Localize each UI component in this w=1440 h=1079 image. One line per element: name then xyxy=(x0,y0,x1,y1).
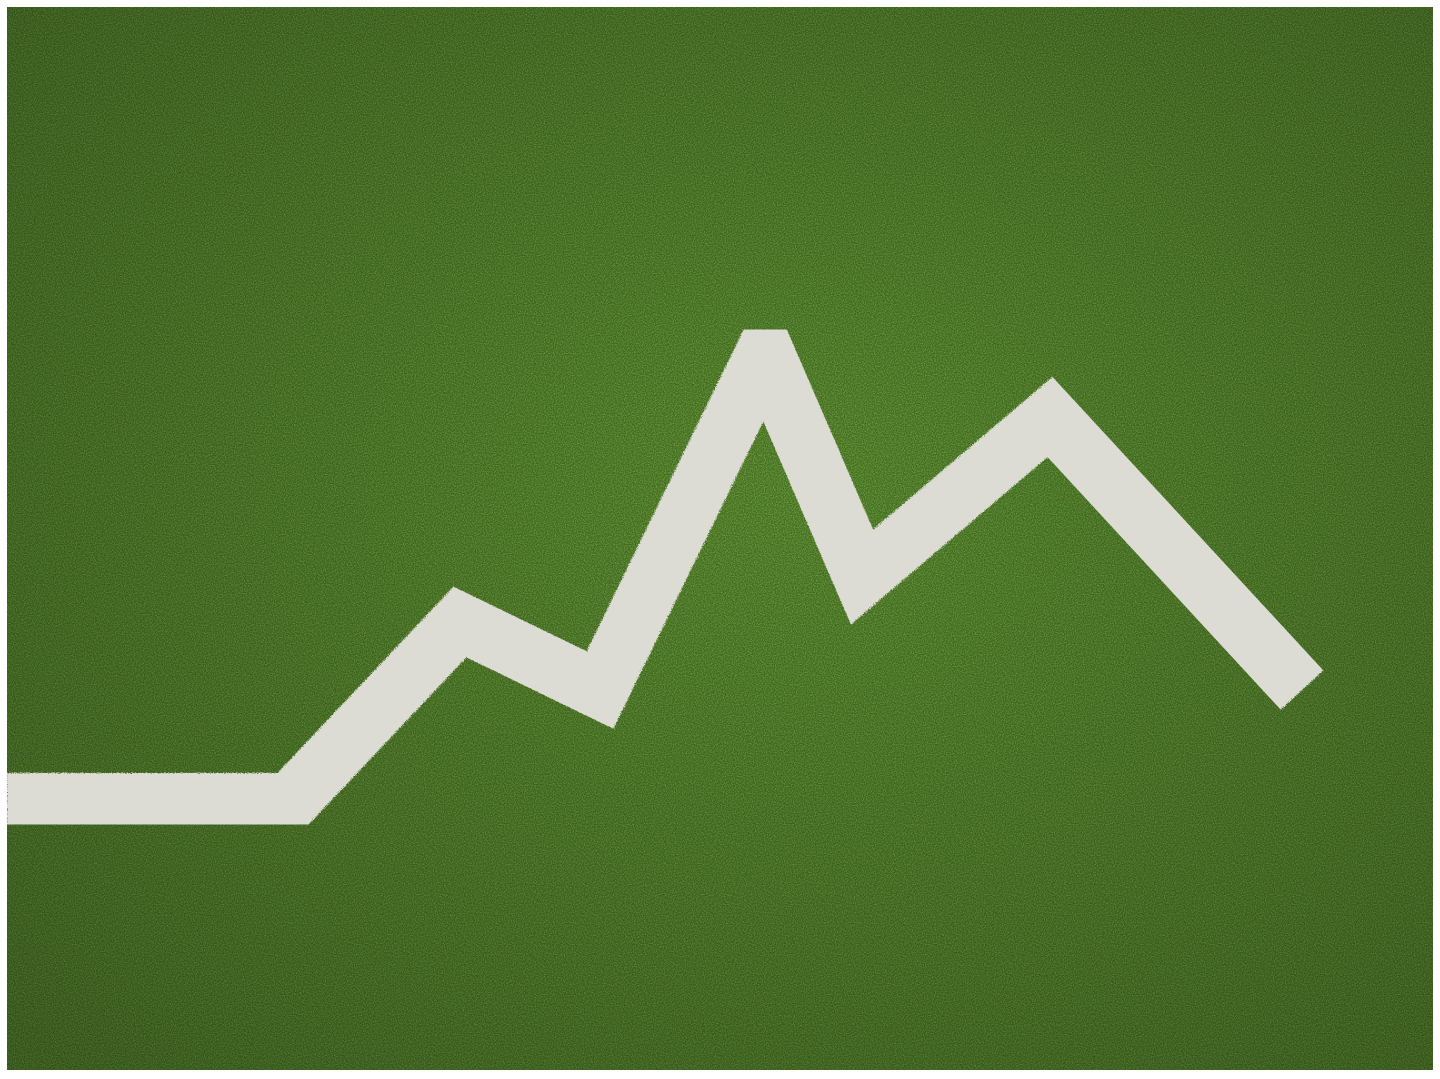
painted-line xyxy=(7,282,1324,831)
vignette xyxy=(7,7,1433,1070)
